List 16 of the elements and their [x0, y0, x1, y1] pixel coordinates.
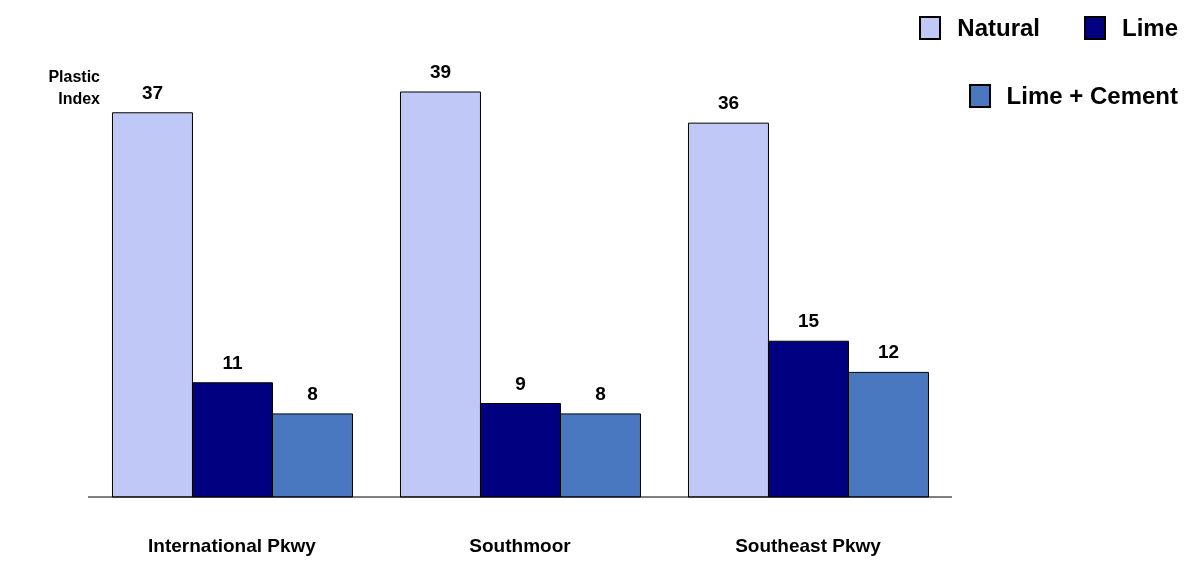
data-label: 8: [595, 382, 606, 404]
data-label: 9: [515, 372, 526, 394]
data-label: 8: [307, 382, 318, 404]
data-label: 12: [877, 341, 900, 363]
legend-label: Lime: [1121, 14, 1178, 42]
x-tick-label: Southeast Pkwy: [735, 535, 882, 557]
y-axis-title: Plastic Index: [47, 67, 100, 109]
data-label: 39: [429, 61, 452, 82]
x-tick-label: International Pkwy: [148, 535, 317, 557]
data-label: 37: [141, 81, 164, 103]
legend-label: Lime + Cement: [1006, 82, 1178, 110]
x-tick-label: Southmoor: [469, 535, 572, 557]
legend-label: Natural: [957, 14, 1040, 42]
data-label: 36: [717, 92, 740, 114]
data-label: 11: [222, 351, 243, 373]
data-label: 15: [797, 310, 820, 332]
